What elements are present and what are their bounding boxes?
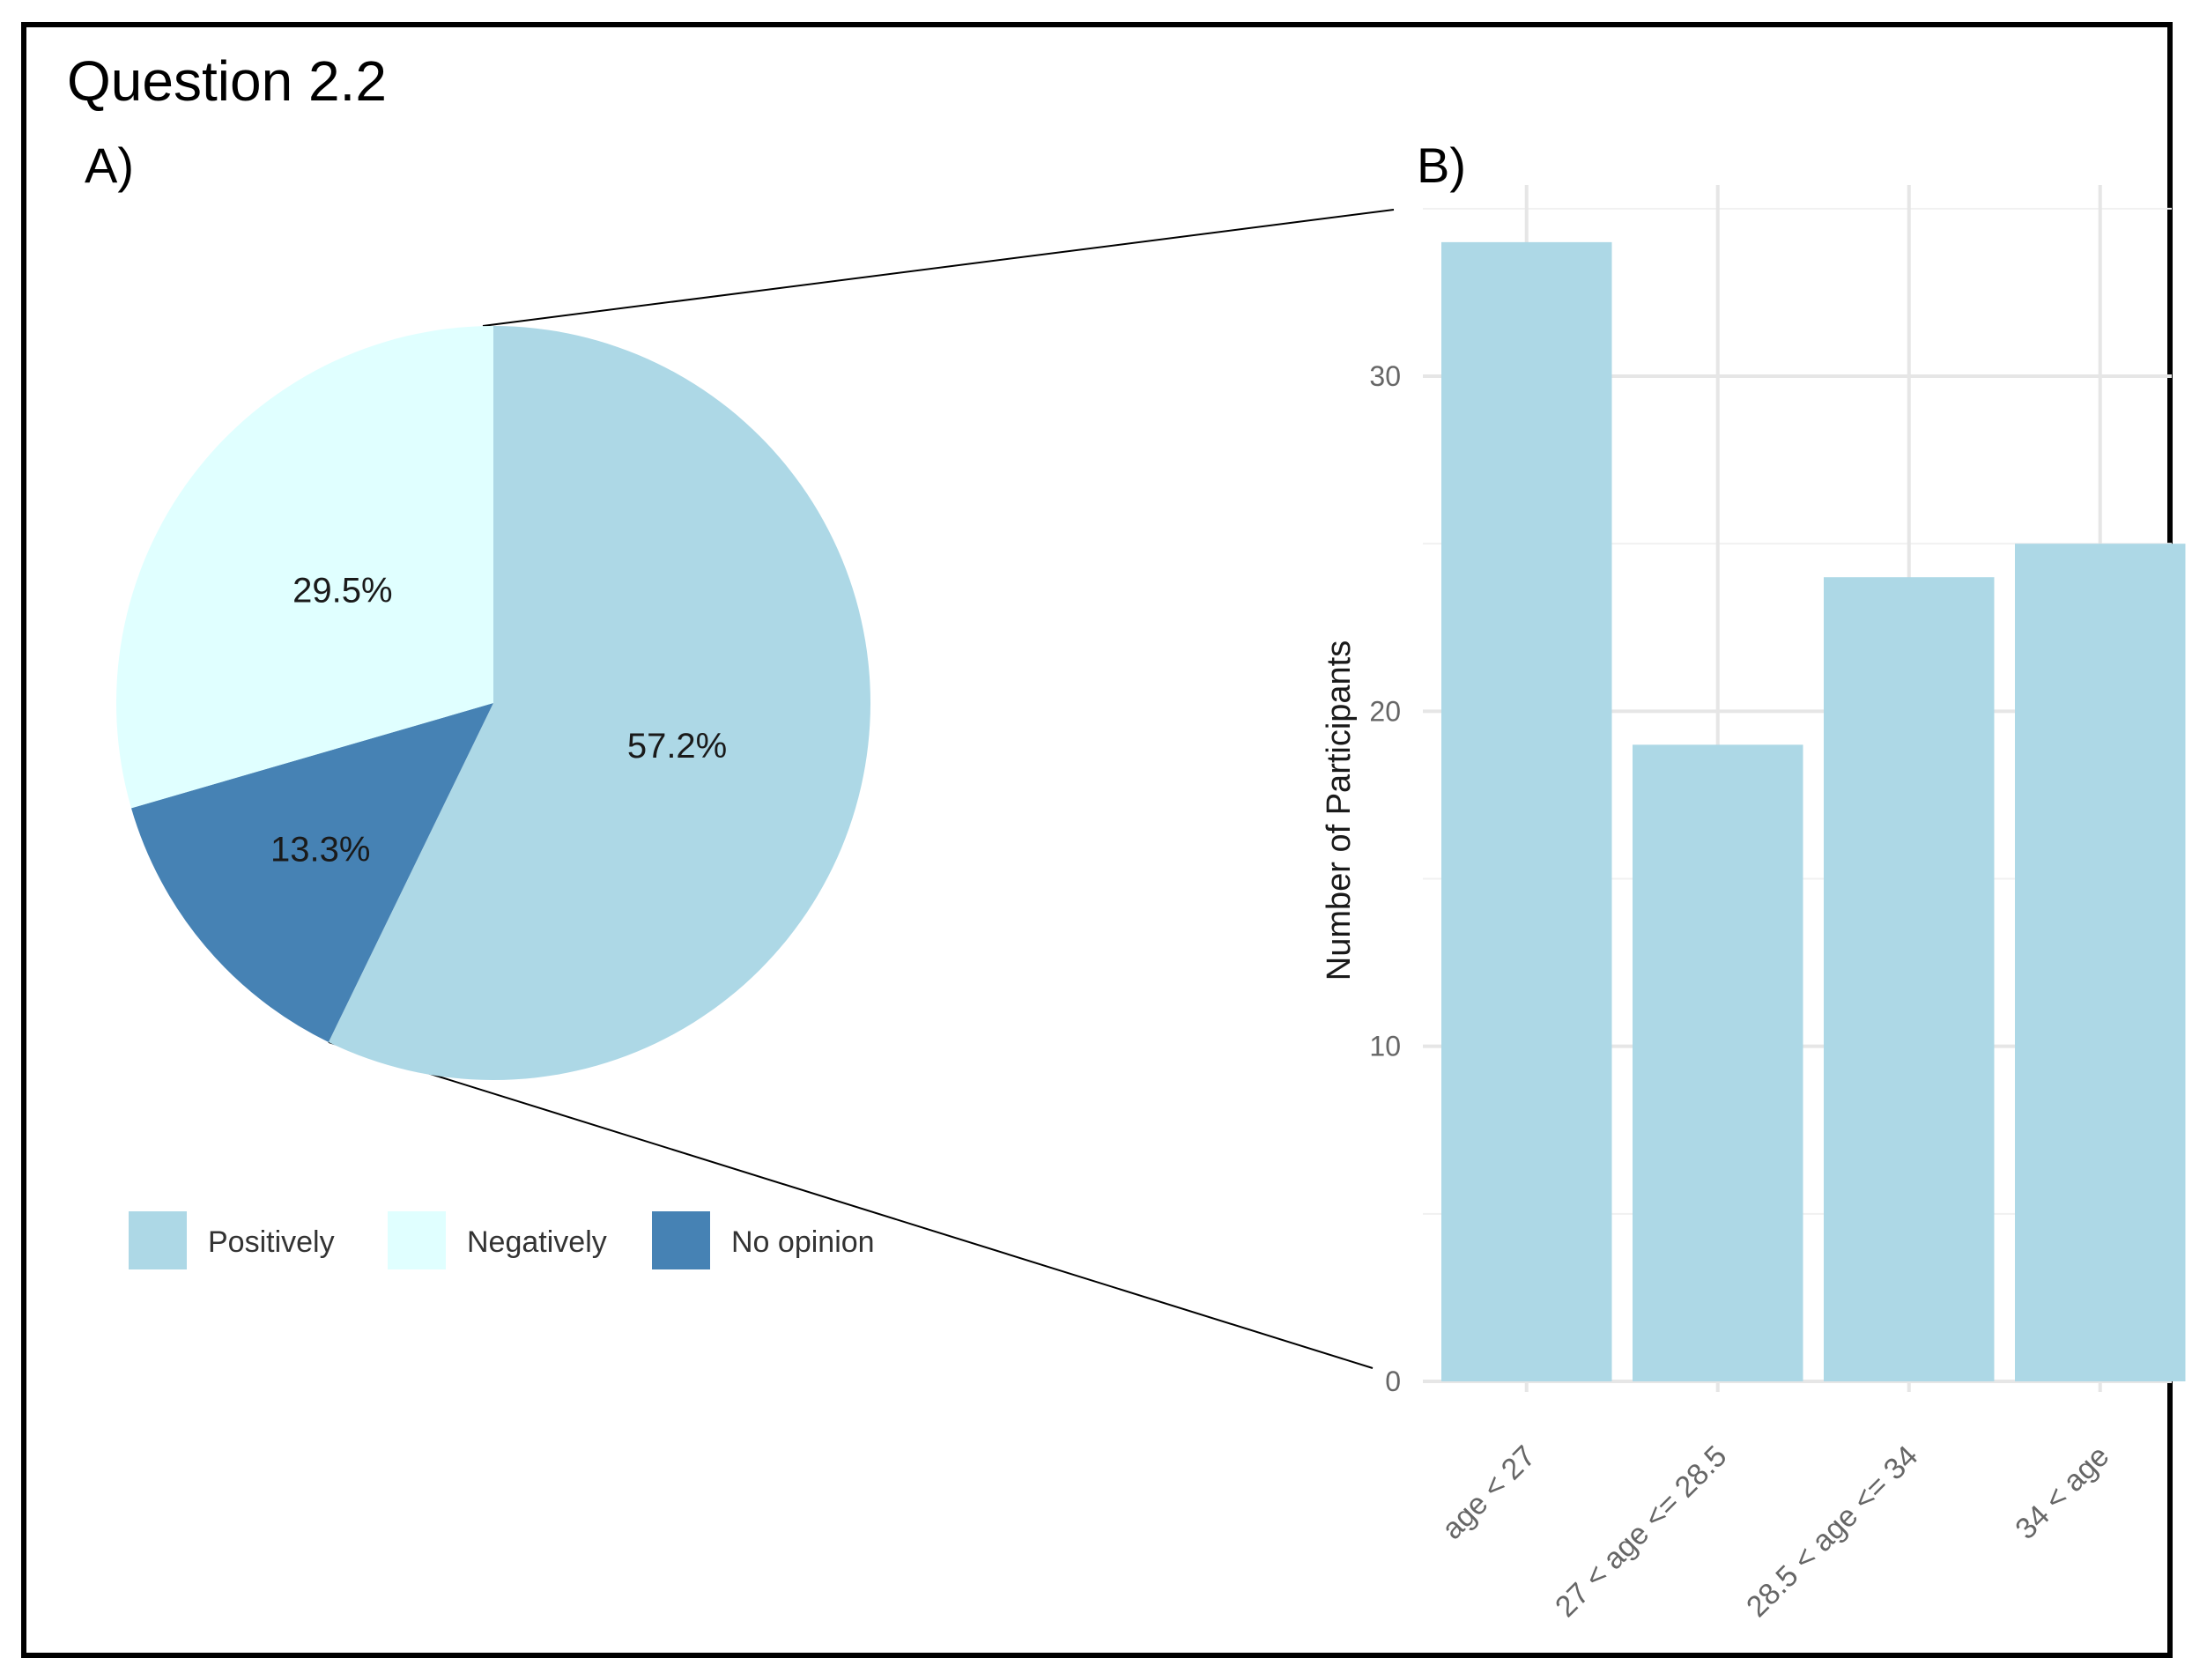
y-tick-label: 0 (1385, 1365, 1401, 1397)
legend-swatch (388, 1211, 446, 1269)
pie-slice-no-opinion (130, 703, 493, 1042)
pie-slice-positively (328, 326, 871, 1080)
x-tick-label: 27 < age <= 28.5 (1549, 1439, 1733, 1624)
legend-swatch (129, 1211, 187, 1269)
legend-label: Negatively (467, 1225, 607, 1259)
panel-b-label: B) (1417, 137, 1466, 193)
figure-title: Question 2.2 (67, 49, 387, 113)
bar-2 (1633, 744, 1803, 1381)
bar-1 (1441, 241, 1612, 1381)
pie-slice-label: 29.5% (293, 572, 392, 611)
y-axis-title: Number of Participants (1321, 640, 1358, 981)
y-tick-label: 20 (1369, 695, 1401, 727)
x-tick-label: age < 27 (1435, 1439, 1542, 1546)
legend-swatch (652, 1211, 710, 1269)
bar-4 (2015, 544, 2186, 1381)
x-tick-label: 34 < age (2009, 1439, 2115, 1546)
bar-chart (1441, 241, 2186, 1381)
pie-slice-label: 57.2% (627, 727, 727, 766)
legend-label: No opinion (731, 1225, 875, 1259)
pie-legend: Positively Negatively No opinion (129, 1211, 875, 1269)
bar-3 (1824, 577, 1995, 1381)
y-tick-label: 30 (1369, 360, 1401, 392)
pie-chart: 57.2% 13.3% 29.5% (116, 326, 871, 1080)
pie-slice-label: 13.3% (270, 831, 370, 870)
y-tick-label: 10 (1369, 1031, 1401, 1062)
zoom-connectors (328, 209, 1395, 1369)
pie-slice-negatively (116, 326, 493, 809)
legend-label: Positively (208, 1225, 335, 1259)
x-tick-label: 28.5 < age <= 34 (1740, 1439, 1924, 1624)
panel-a-label: A) (85, 137, 134, 193)
connector-line-top (482, 209, 1395, 327)
connector-line-bottom (328, 1040, 1374, 1369)
